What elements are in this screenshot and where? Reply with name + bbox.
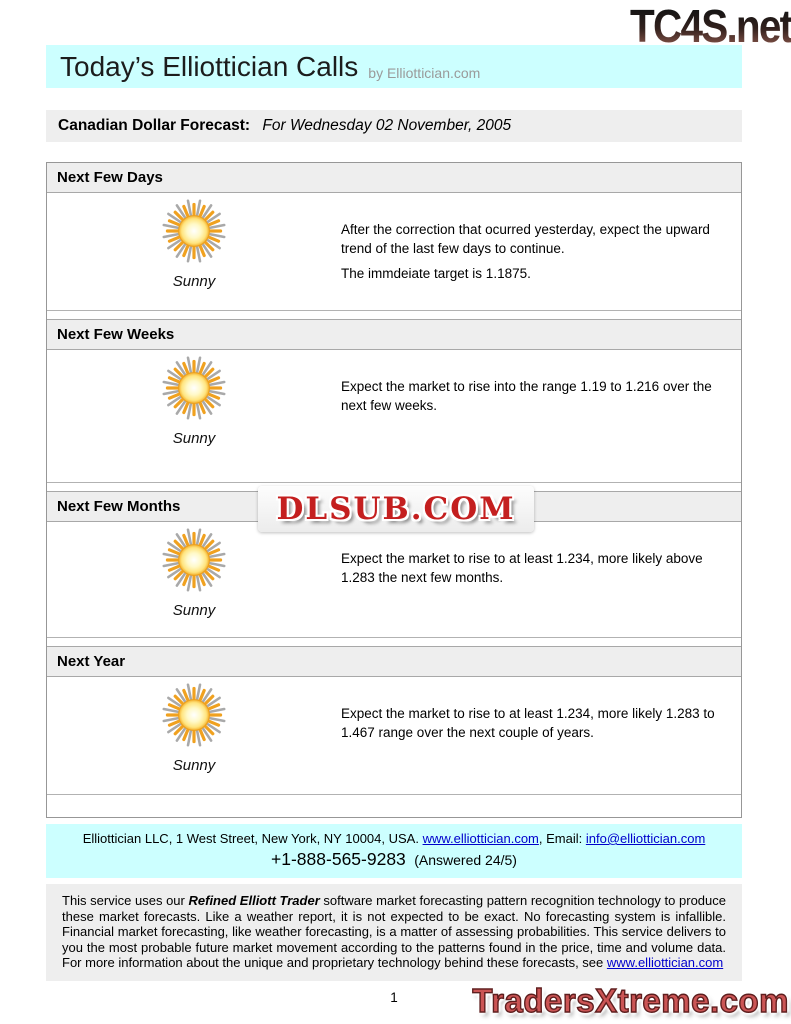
sunny-icon — [162, 199, 226, 263]
weather-column: Sunny — [47, 195, 341, 310]
container-bottom-spacer — [47, 803, 741, 817]
weather-column: Sunny — [47, 352, 341, 482]
forecast-text-column: Expect the market to rise to at least 1.… — [341, 679, 741, 794]
company-address: Elliottician LLC, 1 West Street, New Yor… — [46, 831, 742, 846]
page-byline: by Elliottician.com — [368, 64, 481, 81]
email-label: , Email: — [538, 831, 586, 846]
tc4s-logo: TC4S.net — [629, 0, 791, 52]
tradersxtreme-logo: TradersXtreme.com — [472, 981, 790, 1019]
forecast-text-column: Expect the market to rise into the range… — [341, 352, 741, 482]
forecast-sections-container: Next Few Days Sunny After the correction… — [46, 162, 742, 818]
sunny-icon — [162, 356, 226, 420]
disclaimer-text: software market forecasting pattern reco… — [62, 893, 726, 970]
page-title-bar: Today’s Elliottician Calls by Elliottici… — [46, 45, 742, 88]
website-link[interactable]: www.elliottician.com — [422, 831, 539, 846]
sunny-icon — [162, 528, 226, 592]
phone-availability: (Answered 24/5) — [414, 852, 517, 868]
weather-condition: Sunny — [172, 430, 216, 447]
forecast-label: Canadian Dollar Forecast: — [58, 117, 251, 134]
phone-line: +1-888-565-9283 (Answered 24/5) — [46, 849, 742, 870]
forecast-text: Expect the market to rise to at least 1.… — [341, 706, 715, 740]
section-next-year: Next Year Sunny Expect the market to ris… — [47, 646, 741, 795]
phone-number: +1-888-565-9283 — [271, 849, 406, 869]
disclaimer: This service uses our Refined Elliott Tr… — [46, 884, 742, 981]
section-next-few-months: Next Few Months Sunny Expect the market … — [47, 491, 741, 638]
section-body: Sunny Expect the market to rise to at le… — [47, 522, 741, 638]
section-next-few-days: Next Few Days Sunny After the correction… — [47, 163, 741, 311]
weather-column: Sunny — [47, 524, 341, 637]
weather-condition: Sunny — [172, 273, 216, 290]
sunny-icon — [162, 683, 226, 747]
forecast-text: Expect the market to rise into the range… — [341, 379, 712, 413]
weather-condition: Sunny — [172, 602, 216, 619]
email-link[interactable]: info@elliottician.com — [585, 831, 706, 846]
section-body: Sunny After the correction that ocurred … — [47, 193, 741, 311]
section-body: Sunny Expect the market to rise into the… — [47, 350, 741, 483]
section-header: Next Few Weeks — [47, 319, 741, 350]
content-column: Today’s Elliottician Calls by Elliottici… — [46, 45, 742, 1005]
forecast-text: After the correction that ocurred yester… — [341, 222, 710, 256]
forecast-text-column: Expect the market to rise to at least 1.… — [341, 524, 741, 637]
product-name: Refined Elliott Trader — [188, 893, 320, 908]
section-next-few-weeks: Next Few Weeks Sunny Expect the market t… — [47, 319, 741, 483]
address-text: Elliottician LLC, 1 West Street, New Yor… — [82, 831, 423, 846]
section-body: Sunny Expect the market to rise to at le… — [47, 677, 741, 795]
contact-footer: Elliottician LLC, 1 West Street, New Yor… — [46, 824, 742, 878]
weather-condition: Sunny — [172, 757, 216, 774]
disclaimer-text: This service uses our — [62, 893, 189, 908]
page-title: Today’s Elliottician Calls — [60, 50, 359, 82]
section-header: Next Year — [47, 646, 741, 677]
forecast-text: The immdeiate target is 1.1875. — [341, 266, 531, 282]
forecast-date: For Wednesday 02 November, 2005 — [262, 117, 512, 134]
forecast-text: Expect the market to rise to at least 1.… — [341, 551, 703, 585]
page-number: 1 — [390, 989, 398, 1005]
weather-column: Sunny — [47, 679, 341, 794]
forecast-text-column: After the correction that ocurred yester… — [341, 195, 741, 310]
disclaimer-link[interactable]: www.elliottician.com — [606, 955, 724, 970]
forecast-title-bar: Canadian Dollar Forecast: For Wednesday … — [46, 110, 742, 142]
section-header: Next Few Days — [47, 163, 741, 193]
dlsub-watermark: DLSUB.COM — [258, 486, 534, 532]
